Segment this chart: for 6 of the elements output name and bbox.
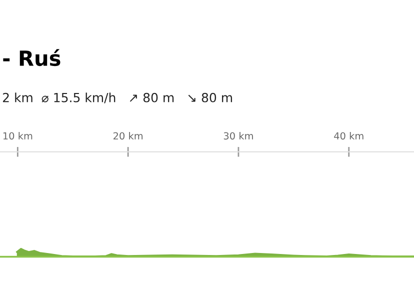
chart-title: - Ruś bbox=[3, 49, 60, 66]
x-tick-label: 10 km bbox=[3, 132, 32, 140]
chart-subtitle: 2 km ⌀ 15.5 km/h ↗ 80 m ↘ 80 m bbox=[2, 92, 232, 104]
x-tick-label: 20 km bbox=[113, 132, 143, 140]
x-tick-label: 30 km bbox=[224, 132, 253, 140]
x-tick-label: 40 km bbox=[334, 132, 364, 140]
